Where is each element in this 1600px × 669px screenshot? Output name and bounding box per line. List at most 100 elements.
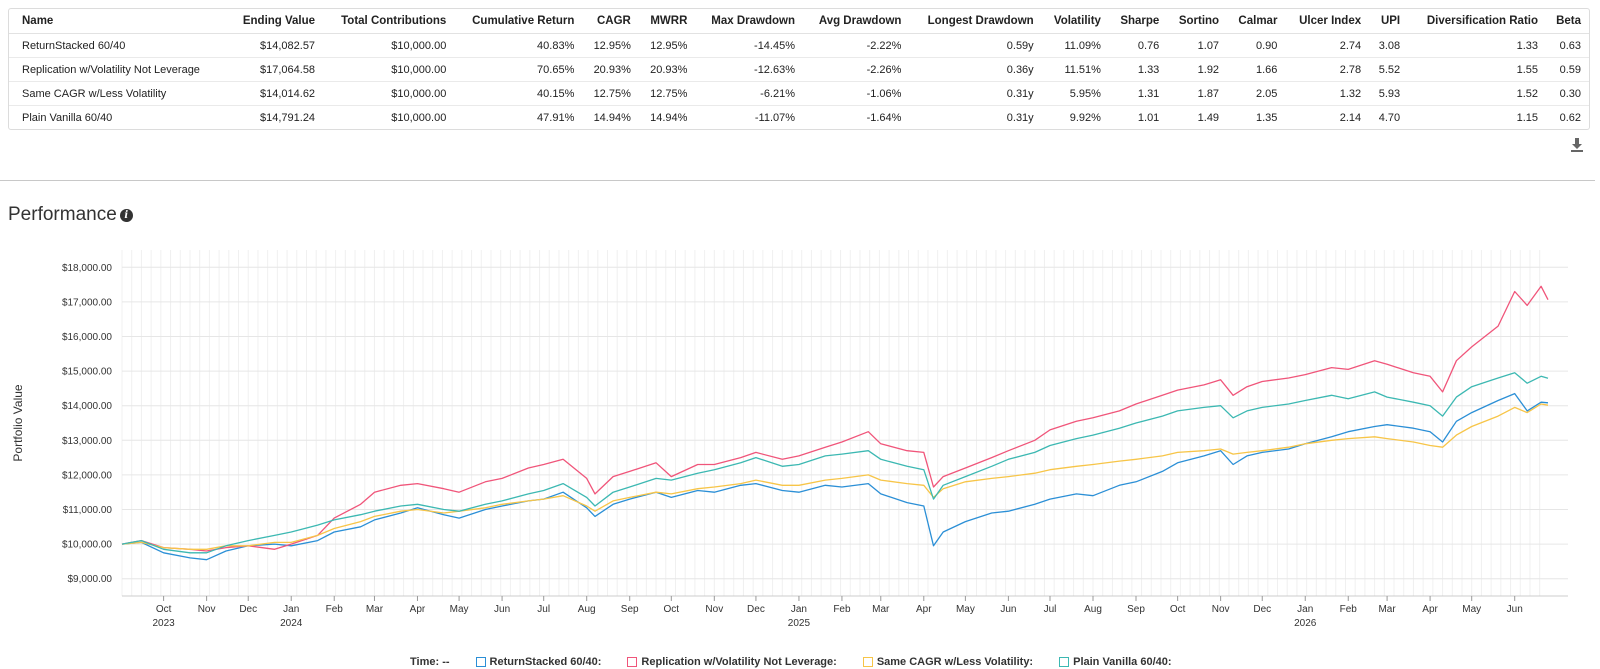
y-tick-label: $11,000.00 xyxy=(63,505,113,516)
y-tick-label: $13,000.00 xyxy=(62,436,112,447)
metric-cell: 1.35 xyxy=(1256,111,1278,124)
x-tick-label: Nov xyxy=(1212,604,1230,615)
column-header[interactable]: Cumulative Return xyxy=(454,9,583,34)
legend-swatch xyxy=(475,657,486,667)
series-line[interactable] xyxy=(121,285,1549,552)
y-tick-label: $12,000.00 xyxy=(62,470,112,481)
metric-cell: 11.51% xyxy=(1041,57,1109,82)
legend-label: Same CAGR w/Less Volatility: xyxy=(876,656,1034,668)
column-header[interactable]: Beta xyxy=(1546,9,1589,34)
table-row: Plain Vanilla 60/40 $14,791.24 $10,000.00 4… xyxy=(9,106,1589,130)
legend-label: Plain Vanilla 60/40: xyxy=(1073,656,1172,668)
metric-cell: -1.64% xyxy=(866,111,902,124)
column-header[interactable]: MWRR xyxy=(638,9,696,34)
legend-swatch xyxy=(1059,657,1070,667)
metric-cell: 4.70 xyxy=(1378,111,1401,124)
column-header[interactable]: Sharpe xyxy=(1108,9,1168,34)
x-tick-label: Mar xyxy=(366,604,384,615)
x-tick-label: Dec xyxy=(239,604,257,615)
metric-cell: 2.78 xyxy=(1285,57,1370,82)
portfolio-name-cell: Replication w/Volatility Not Leverage xyxy=(9,57,229,82)
column-header[interactable]: UPI xyxy=(1369,9,1409,34)
x-tick-label: Sep xyxy=(621,604,639,615)
metric-cell: -1.06% xyxy=(803,81,910,106)
series-line[interactable] xyxy=(121,372,1549,554)
x-tick-label: Jan xyxy=(1297,604,1313,615)
x-tick-label: May xyxy=(956,604,975,615)
metric-cell: -6.21% xyxy=(695,81,804,106)
metrics-table-container: Name Ending Value Total Contributions Cumul… xyxy=(8,8,1590,130)
x-tick-label: Jun xyxy=(494,604,510,615)
y-tick-label: $17,000.00 xyxy=(62,297,112,308)
x-tick-label: Feb xyxy=(326,604,344,615)
column-header[interactable]: Ulcer Index xyxy=(1285,9,1370,34)
x-tick-year-label: 2025 xyxy=(788,618,811,629)
x-tick-label: May xyxy=(1462,604,1481,615)
metric-cell: 0.62 xyxy=(1559,111,1581,124)
metric-cell: $10,000.00 xyxy=(323,81,455,106)
x-tick-label: Mar xyxy=(872,604,890,615)
series-line[interactable] xyxy=(121,392,1549,561)
x-tick-label: Feb xyxy=(1340,604,1358,615)
column-header[interactable]: Longest Drawdown xyxy=(909,9,1042,34)
legend-item[interactable]: Replication w/Volatility Not Leverage: xyxy=(627,656,837,668)
metric-cell: -11.07% xyxy=(754,111,796,124)
metric-cell: 1.32 xyxy=(1285,81,1370,106)
legend-time-value: -- xyxy=(442,656,450,668)
y-axis-label: Portfolio Value xyxy=(11,384,25,461)
column-header[interactable]: Total Contributions xyxy=(323,9,455,34)
y-tick-label: $9,000.00 xyxy=(68,574,113,585)
portfolio-name-cell: Same CAGR w/Less Volatility xyxy=(9,81,229,106)
metric-cell: 2.74 xyxy=(1285,33,1370,58)
column-header[interactable]: Avg Drawdown xyxy=(803,9,910,34)
metric-cell: 0.90 xyxy=(1227,33,1286,58)
x-tick-label: Jan xyxy=(283,604,299,615)
metric-cell: 9.92% xyxy=(1069,111,1101,124)
column-header[interactable]: Diversification Ratio xyxy=(1408,9,1547,34)
metric-cell: 2.14 xyxy=(1339,111,1362,124)
metric-cell: 47.91% xyxy=(537,111,575,124)
legend-item[interactable]: ReturnStacked 60/40: xyxy=(475,656,602,668)
portfolio-name-cell: Plain Vanilla 60/40 xyxy=(22,111,113,124)
metric-cell: -2.26% xyxy=(803,57,910,82)
metric-cell: 12.75% xyxy=(638,81,696,106)
column-header[interactable]: Calmar xyxy=(1227,9,1286,34)
x-tick-label: Apr xyxy=(916,604,932,615)
column-header[interactable]: Sortino xyxy=(1167,9,1228,34)
series-line[interactable] xyxy=(121,403,1549,550)
table-body: ReturnStacked 60/40 $14,082.57 $10,000.00 4… xyxy=(9,33,1589,130)
metric-cell: 20.93% xyxy=(638,57,696,82)
metric-cell: -12.63% xyxy=(695,57,804,82)
metric-cell: $10,000.00 xyxy=(323,33,455,58)
metric-cell: 14.94% xyxy=(650,111,688,124)
metric-cell: 1.31 xyxy=(1108,81,1168,106)
x-tick-label: Apr xyxy=(410,604,426,615)
legend-item[interactable]: Same CAGR w/Less Volatility: xyxy=(862,656,1034,668)
x-tick-label: Dec xyxy=(747,604,765,615)
x-tick-label: Aug xyxy=(1084,604,1102,615)
x-tick-label: Jun xyxy=(1507,604,1523,615)
column-header[interactable]: Max Drawdown xyxy=(695,9,804,34)
column-header[interactable]: Name xyxy=(9,9,229,34)
legend-time: Time: -- xyxy=(410,656,450,668)
column-header[interactable]: Ending Value xyxy=(228,9,324,34)
x-tick-label: Jul xyxy=(537,604,550,615)
metric-cell: 12.75% xyxy=(582,81,639,106)
performance-chart: $9,000.00 $10,000.00 $11,000.00 $12,000.00 $… xyxy=(11,250,1568,629)
y-tick-label: $18,000.00 xyxy=(62,263,112,274)
metric-cell: 1.49 xyxy=(1197,111,1220,124)
metric-cell: 11.09% xyxy=(1041,33,1109,58)
column-header[interactable]: Volatility xyxy=(1041,9,1109,34)
x-tick-label: Oct xyxy=(664,604,680,615)
column-header[interactable]: CAGR xyxy=(582,9,639,34)
download-icon[interactable] xyxy=(1568,136,1586,154)
legend-label: ReturnStacked 60/40: xyxy=(489,656,602,668)
x-tick-label: Apr xyxy=(1422,604,1438,615)
legend-item[interactable]: Plain Vanilla 60/40: xyxy=(1059,656,1172,668)
table-row: ReturnStacked 60/40 $14,082.57 $10,000.00 4… xyxy=(9,33,1589,58)
metric-cell: 1.52 xyxy=(1408,81,1547,106)
info-icon[interactable]: i xyxy=(119,208,133,222)
metric-cell: 14.94% xyxy=(593,111,631,124)
x-tick-label: Nov xyxy=(705,604,723,615)
table-header-row: Name Ending Value Total Contributions Cumul… xyxy=(9,9,1589,34)
